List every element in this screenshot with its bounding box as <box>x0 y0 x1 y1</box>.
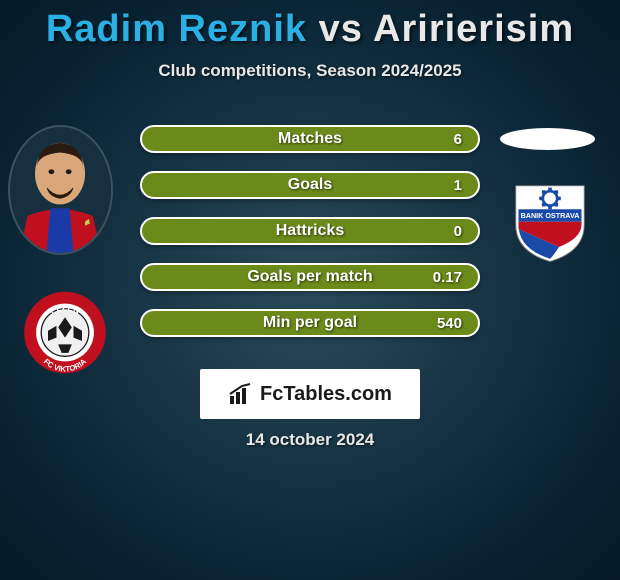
stats-container: Matches 6 Goals 1 Hattricks 0 Goals per match 0… <box>140 125 480 355</box>
stat-label: Hattricks <box>276 222 344 240</box>
club-logo-right: BANIK OSTRAVA <box>500 175 600 265</box>
stat-value: 0.17 <box>433 269 462 286</box>
brand-text: FcTables.com <box>260 383 392 406</box>
player1-name: Radim Reznik <box>46 8 307 50</box>
club-logo-left: PLZEN FC VIKTORIA <box>20 290 110 375</box>
stat-row: Goals 1 <box>140 171 480 199</box>
stat-row: Min per goal 540 <box>140 309 480 337</box>
stat-label: Matches <box>278 130 342 148</box>
stat-value: 540 <box>437 315 462 332</box>
stat-row: Goals per match 0.17 <box>140 263 480 291</box>
vs-text: vs <box>319 8 363 50</box>
stat-value: 6 <box>454 131 462 148</box>
stat-label: Goals <box>288 176 332 194</box>
brand-box: FcTables.com <box>200 369 420 419</box>
brand-chart-icon <box>228 382 254 406</box>
player2-name: Aririerisim <box>373 8 574 50</box>
stat-value: 1 <box>454 177 462 194</box>
stat-value: 0 <box>454 223 462 240</box>
date-text: 14 october 2024 <box>0 430 620 450</box>
stat-row: Matches 6 <box>140 125 480 153</box>
svg-text:BANIK OSTRAVA: BANIK OSTRAVA <box>521 211 580 220</box>
subtitle: Club competitions, Season 2024/2025 <box>0 61 620 81</box>
stat-label: Min per goal <box>263 314 357 332</box>
page-title: Radim Reznik vs Aririerisim <box>0 0 620 51</box>
stat-label: Goals per match <box>247 268 372 286</box>
player2-blank-badge <box>500 128 595 150</box>
stat-row: Hattricks 0 <box>140 217 480 245</box>
player1-photo <box>8 125 113 255</box>
